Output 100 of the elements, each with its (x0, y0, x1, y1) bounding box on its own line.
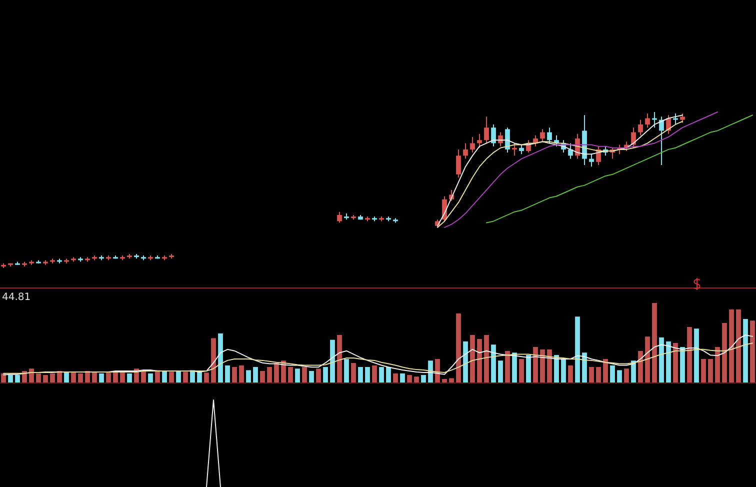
bar (316, 368, 321, 383)
candlestick (505, 127, 510, 154)
bar (582, 352, 587, 383)
bar (71, 372, 76, 383)
bar (708, 359, 713, 383)
bar (43, 375, 48, 383)
bar (204, 372, 209, 383)
bar (477, 339, 482, 383)
bar (512, 352, 517, 383)
bar (36, 373, 41, 383)
bar (561, 359, 566, 383)
bar (351, 363, 356, 383)
bar (484, 335, 489, 383)
bar (8, 375, 13, 383)
bar (498, 360, 503, 383)
candlestick (540, 128, 545, 142)
bar (148, 373, 153, 383)
bar (358, 367, 363, 383)
bar (470, 335, 475, 383)
bar (365, 367, 370, 383)
candlestick (638, 119, 643, 136)
bar (610, 365, 615, 383)
candlestick (547, 127, 552, 144)
candlestick (519, 144, 524, 155)
bar (232, 367, 237, 383)
bar (603, 359, 608, 383)
bar (463, 341, 468, 383)
bar (288, 367, 293, 383)
candlestick (456, 148, 461, 178)
bar (729, 309, 734, 383)
bar (253, 367, 258, 383)
bar (533, 347, 538, 383)
bar (225, 365, 230, 383)
bar (78, 373, 83, 383)
bar (491, 344, 496, 383)
bar (155, 370, 160, 383)
candlestick (470, 136, 475, 154)
bar (127, 373, 132, 383)
candlestick (652, 112, 657, 128)
bar (344, 359, 349, 383)
candlestick (645, 113, 650, 128)
bar (526, 355, 531, 383)
bar (274, 363, 279, 383)
candlestick (337, 211, 342, 224)
bar (722, 323, 727, 383)
bar (302, 367, 307, 383)
bar (260, 371, 265, 383)
bar (183, 372, 188, 383)
bar (547, 349, 552, 383)
bar (554, 355, 559, 383)
bar (393, 373, 398, 383)
bar (449, 378, 454, 383)
bar (694, 328, 699, 383)
bar (330, 340, 335, 383)
bar (652, 303, 657, 383)
candlestick (463, 142, 468, 160)
bar (162, 371, 167, 383)
bar (540, 349, 545, 383)
bar (645, 336, 650, 383)
bar (197, 372, 202, 383)
bar (386, 367, 391, 383)
bar (638, 351, 643, 383)
bar (701, 359, 706, 383)
bar (295, 368, 300, 383)
bar (379, 367, 384, 383)
bar (337, 335, 342, 383)
bar (64, 372, 69, 383)
bar (407, 375, 412, 383)
bar (666, 341, 671, 383)
bar (519, 359, 524, 383)
bar (589, 367, 594, 383)
bar (680, 347, 685, 383)
bar (750, 320, 755, 383)
bar (267, 367, 272, 383)
bar (435, 359, 440, 383)
bar (421, 375, 426, 383)
bar (239, 365, 244, 383)
candlestick (631, 127, 636, 148)
bar (715, 347, 720, 383)
bar (505, 351, 510, 383)
bar (211, 338, 216, 383)
bar (456, 313, 461, 383)
candlestick (484, 116, 489, 144)
bar (372, 365, 377, 383)
bar (246, 370, 251, 383)
bar (50, 373, 55, 383)
bar (631, 360, 636, 383)
candlestick (680, 113, 685, 124)
candlestick (673, 113, 678, 125)
bar (323, 367, 328, 383)
bar (596, 367, 601, 383)
bar (92, 372, 97, 383)
bar (659, 337, 664, 383)
bar (617, 370, 622, 383)
bar (624, 368, 629, 383)
candlestick (477, 133, 482, 148)
candlestick (491, 124, 496, 147)
bar (428, 360, 433, 383)
bar (113, 372, 118, 383)
candlestick (589, 154, 594, 168)
